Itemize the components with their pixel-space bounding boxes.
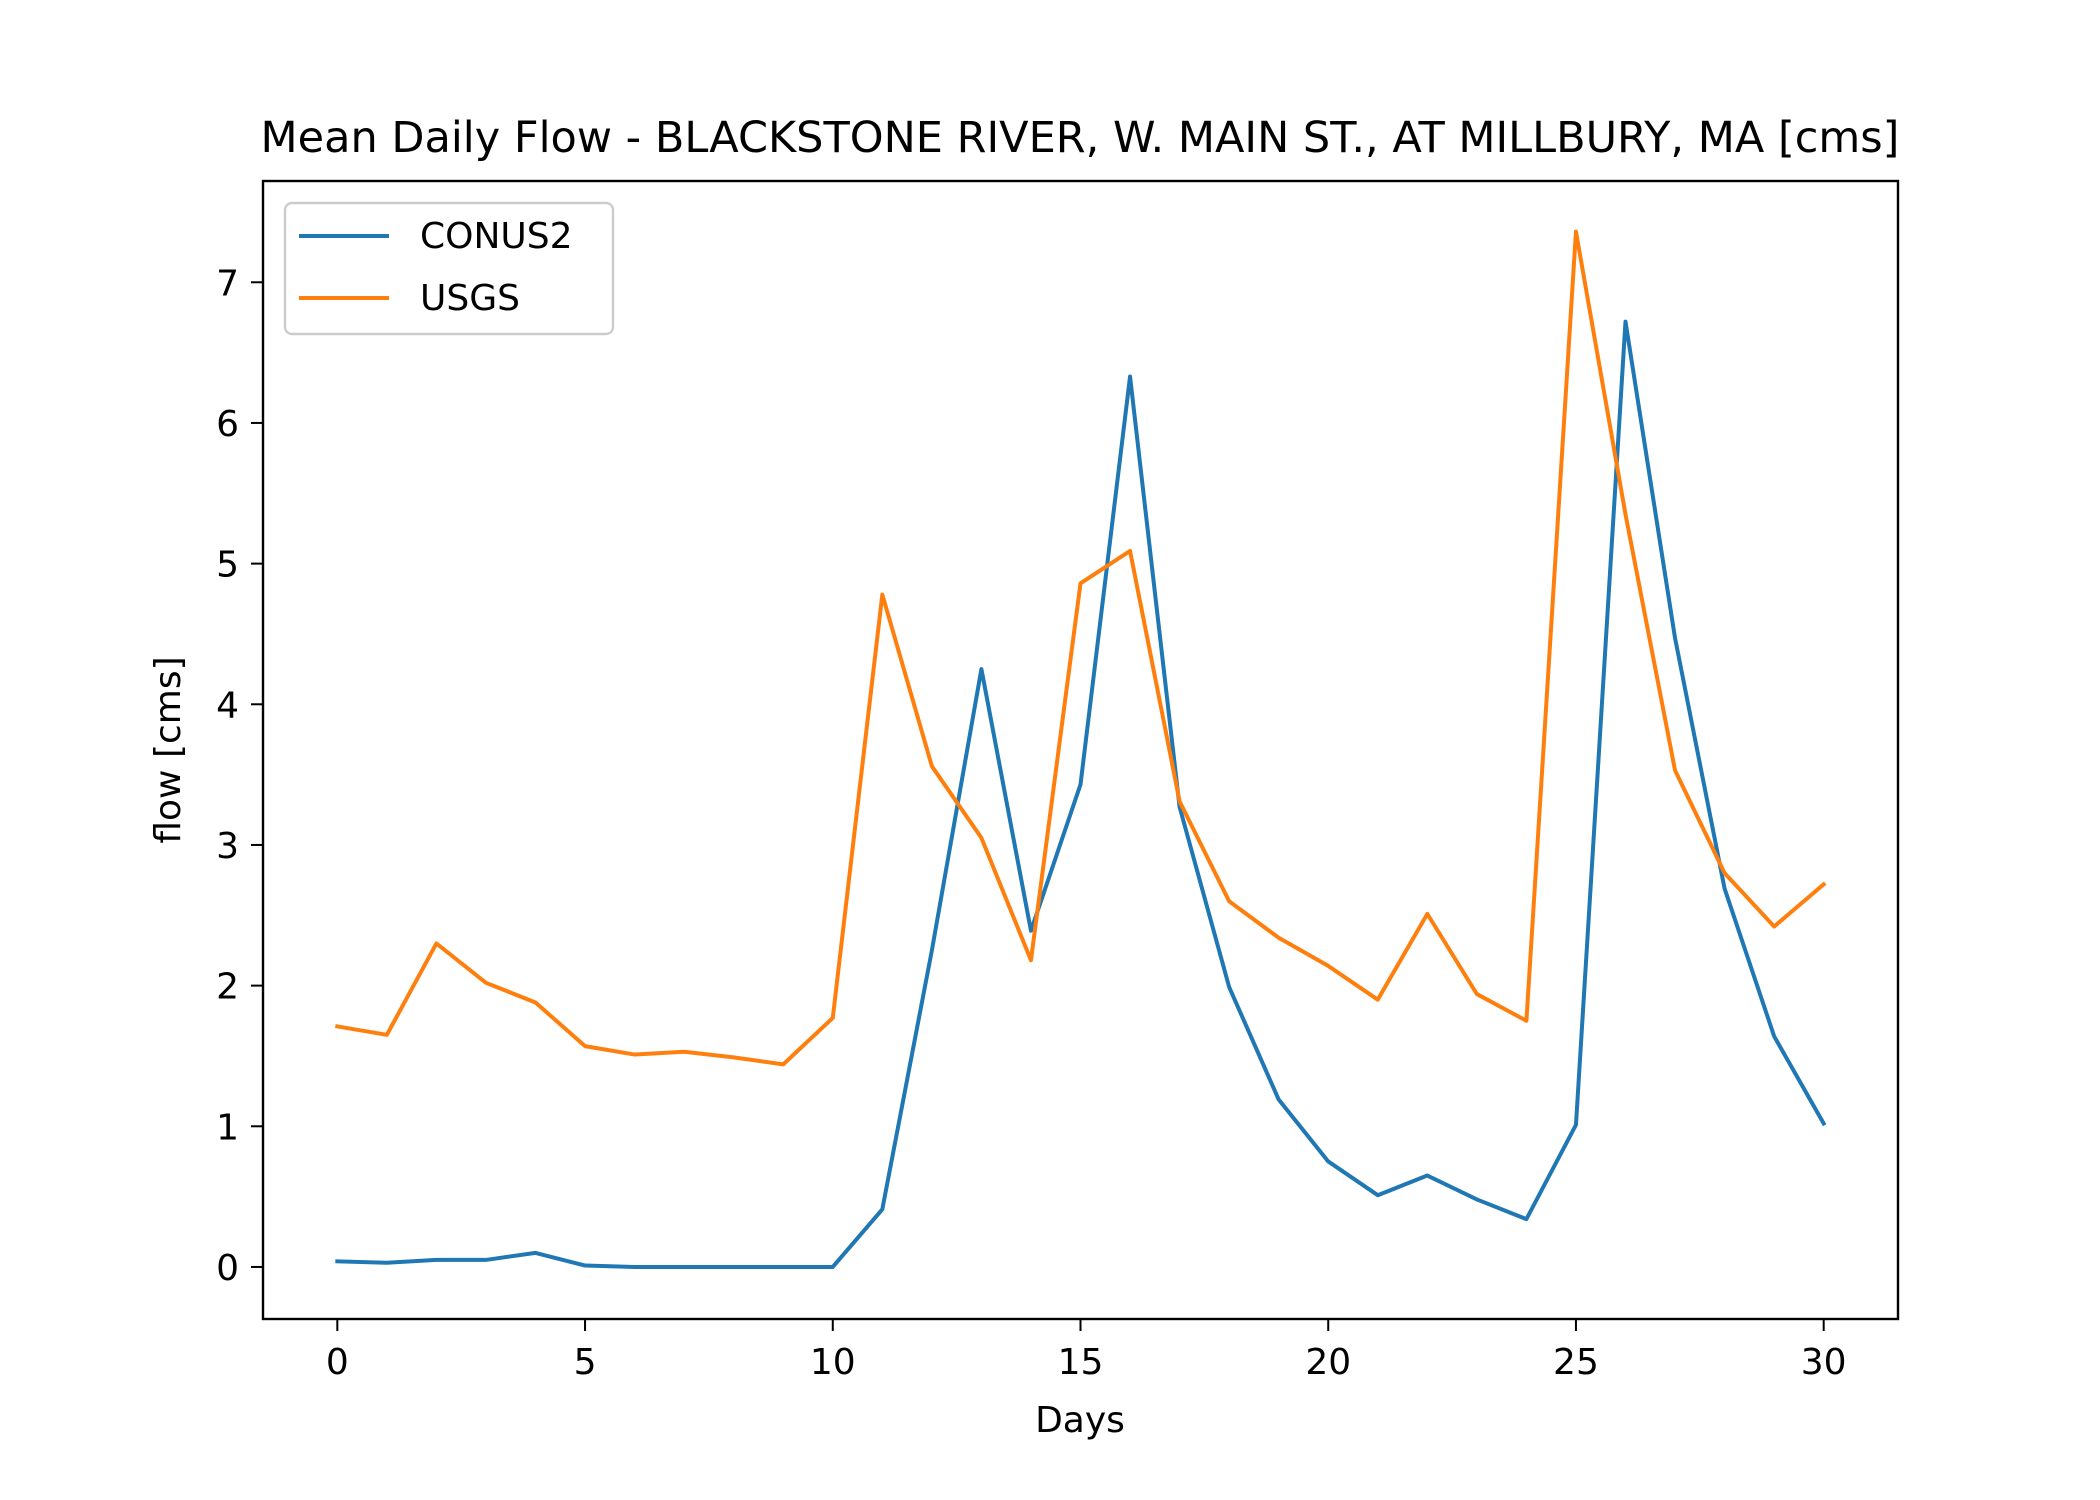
x-tick-label: 10	[810, 1342, 856, 1383]
y-axis: 0 1 2 3 4 5 6 7	[216, 263, 263, 1289]
legend-label-conus2: CONUS2	[420, 216, 573, 257]
y-tick-label: 3	[216, 826, 239, 867]
y-axis-label: flow [cms]	[148, 656, 189, 843]
x-axis-label: Days	[1035, 1400, 1125, 1441]
x-tick-label: 25	[1553, 1342, 1599, 1383]
plot-area	[335, 229, 1827, 1269]
x-tick-label: 0	[326, 1342, 349, 1383]
y-tick-label: 1	[216, 1107, 239, 1148]
y-tick-label: 7	[216, 263, 239, 304]
x-tick-label: 30	[1801, 1342, 1847, 1383]
chart-title: Mean Daily Flow - BLACKSTONE RIVER, W. M…	[261, 113, 1900, 163]
x-tick-label: 20	[1305, 1342, 1351, 1383]
x-axis: 0 5 10 15 20 25 30	[326, 1319, 1847, 1383]
series-line-usgs	[335, 229, 1827, 1067]
legend-label-usgs: USGS	[420, 278, 520, 319]
x-tick-label: 15	[1058, 1342, 1104, 1383]
legend[interactable]: CONUS2 USGS	[283, 201, 615, 336]
y-tick-label: 0	[216, 1248, 239, 1289]
x-tick-label: 5	[574, 1342, 597, 1383]
y-tick-label: 6	[216, 404, 239, 445]
y-tick-label: 4	[216, 685, 239, 726]
series-line-conus2	[335, 319, 1827, 1269]
y-tick-label: 5	[216, 545, 239, 586]
y-tick-label: 2	[216, 967, 239, 1008]
